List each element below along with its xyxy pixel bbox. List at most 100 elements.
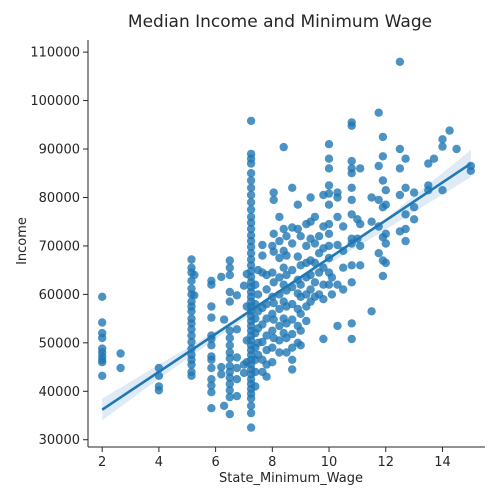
data-point bbox=[232, 391, 242, 401]
data-point bbox=[269, 188, 278, 197]
data-point bbox=[333, 212, 342, 222]
data-point bbox=[246, 218, 256, 227]
data-point bbox=[324, 164, 334, 173]
data-point bbox=[310, 278, 320, 287]
data-point bbox=[401, 183, 410, 192]
data-point bbox=[269, 298, 278, 308]
data-point bbox=[246, 236, 256, 246]
data-point bbox=[466, 166, 475, 175]
data-point bbox=[275, 236, 284, 246]
data-point bbox=[429, 154, 439, 163]
data-point bbox=[232, 375, 242, 384]
data-point bbox=[395, 190, 405, 200]
data-point bbox=[225, 386, 234, 395]
data-point bbox=[246, 266, 256, 276]
data-point bbox=[246, 183, 256, 192]
data-point bbox=[207, 363, 216, 373]
data-point bbox=[225, 361, 234, 371]
data-point bbox=[207, 302, 216, 311]
data-point bbox=[246, 401, 256, 410]
data-point bbox=[306, 285, 315, 294]
data-point bbox=[310, 239, 320, 248]
data-point bbox=[116, 363, 125, 373]
data-point bbox=[333, 240, 342, 250]
data-point bbox=[246, 394, 256, 403]
data-point bbox=[288, 299, 297, 309]
data-point bbox=[296, 232, 305, 241]
y-tick-label: 50000 bbox=[39, 336, 80, 351]
data-point bbox=[296, 280, 305, 289]
data-point bbox=[269, 278, 278, 287]
data-point bbox=[347, 195, 356, 205]
data-point bbox=[401, 224, 410, 234]
data-point bbox=[262, 331, 271, 340]
data-points-layer bbox=[98, 57, 475, 432]
data-point bbox=[275, 253, 284, 263]
data-point bbox=[319, 334, 328, 344]
data-point bbox=[424, 159, 433, 168]
data-point bbox=[347, 183, 356, 192]
data-point bbox=[225, 263, 234, 272]
data-point bbox=[347, 278, 356, 287]
regression-line bbox=[101, 162, 472, 411]
data-point bbox=[232, 291, 242, 300]
data-point bbox=[347, 156, 356, 166]
data-point bbox=[246, 116, 256, 126]
data-point bbox=[327, 290, 337, 299]
data-point bbox=[339, 263, 348, 272]
data-point bbox=[356, 241, 365, 251]
data-point bbox=[246, 249, 256, 258]
x-tick-label: 4 bbox=[155, 455, 163, 470]
data-point bbox=[187, 337, 196, 347]
data-point bbox=[246, 261, 256, 270]
data-point bbox=[207, 313, 216, 322]
y-tick-label: 30000 bbox=[39, 433, 80, 448]
data-point bbox=[225, 354, 234, 363]
data-point bbox=[116, 349, 125, 358]
data-point bbox=[275, 304, 284, 314]
data-point bbox=[246, 242, 256, 252]
data-point bbox=[395, 164, 405, 173]
y-axis-label: Income bbox=[15, 217, 30, 265]
data-point bbox=[293, 252, 302, 261]
data-point bbox=[333, 321, 342, 331]
data-point bbox=[378, 271, 388, 281]
data-point bbox=[279, 263, 288, 272]
data-point bbox=[374, 195, 383, 205]
data-point bbox=[225, 379, 234, 389]
data-point bbox=[207, 404, 216, 413]
data-point bbox=[225, 373, 234, 382]
data-point bbox=[190, 270, 199, 280]
data-point bbox=[187, 325, 196, 334]
data-point bbox=[374, 161, 383, 171]
data-point bbox=[262, 372, 271, 381]
data-point bbox=[279, 142, 288, 152]
data-point bbox=[232, 325, 242, 334]
data-point bbox=[262, 285, 271, 294]
data-point bbox=[296, 341, 305, 350]
data-point bbox=[339, 222, 348, 231]
data-point bbox=[438, 142, 447, 151]
data-point bbox=[275, 336, 284, 345]
data-point bbox=[279, 224, 288, 234]
y-tick-label: 70000 bbox=[39, 239, 80, 254]
data-point bbox=[367, 307, 376, 316]
data-point bbox=[232, 353, 242, 362]
x-tick-label: 12 bbox=[377, 455, 394, 470]
data-point bbox=[452, 144, 461, 154]
axes-layer: 2 4 6 8 10 12 14 30000 40000 50000 60000 70000 80000… bbox=[30, 40, 485, 470]
y-tick-label: 40000 bbox=[39, 385, 80, 400]
data-point bbox=[302, 316, 311, 326]
data-point bbox=[251, 367, 260, 377]
data-point bbox=[288, 365, 297, 374]
data-point bbox=[225, 341, 234, 350]
data-point bbox=[219, 315, 229, 324]
data-point bbox=[251, 314, 260, 323]
data-point bbox=[282, 270, 291, 280]
data-point bbox=[381, 258, 390, 268]
data-point bbox=[98, 371, 107, 380]
data-point bbox=[246, 159, 256, 168]
data-point bbox=[187, 284, 196, 293]
data-point bbox=[268, 358, 277, 367]
